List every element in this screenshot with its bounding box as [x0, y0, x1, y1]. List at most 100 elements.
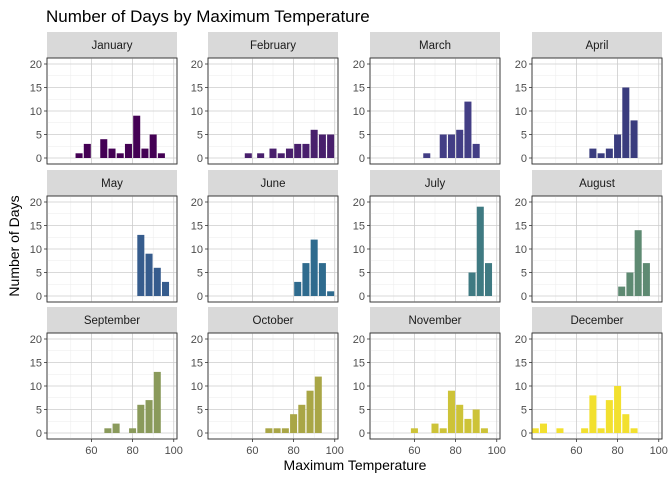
histogram-bar: [302, 263, 310, 296]
histogram-bar: [124, 143, 132, 158]
y-tick-label: 10: [515, 106, 527, 118]
histogram-bar: [439, 134, 447, 158]
facet-panel: July 0 5 10 15 20: [353, 170, 501, 303]
y-tick-label: 5: [359, 130, 365, 142]
histogram-bar: [410, 428, 418, 433]
facet-strip: [208, 307, 338, 333]
y-tick-label: 0: [197, 291, 203, 303]
histogram-bar: [285, 148, 293, 158]
y-tick-label: 15: [515, 83, 527, 95]
histogram-bar: [630, 120, 638, 158]
histogram-bar: [129, 428, 137, 433]
histogram-bar: [642, 263, 650, 296]
histogram-bar: [116, 153, 124, 158]
histogram-bar: [269, 148, 277, 158]
histogram-bar: [75, 153, 83, 158]
facet-panel: November 0 5 10 15 20 60 80 100: [353, 307, 506, 457]
facet-panel: May 0 5 10 15 20: [30, 170, 178, 303]
y-tick-label: 20: [353, 197, 365, 209]
facet-strip: [208, 32, 338, 58]
facet-panel: August 0 5 10 15 20: [515, 170, 663, 303]
histogram-bar: [104, 428, 112, 433]
y-tick-label: 0: [521, 153, 527, 165]
y-tick-label: 5: [197, 405, 203, 417]
histogram-bar: [310, 129, 318, 158]
facet-strip-label: January: [92, 40, 133, 52]
x-tick-label: 80: [611, 445, 623, 457]
y-tick-label: 15: [515, 221, 527, 233]
y-tick-label: 20: [353, 334, 365, 346]
histogram-bar: [137, 234, 145, 296]
facet-panel: December 0 5 10 15 20 60 80 100: [515, 307, 668, 457]
facet-strip-label: March: [419, 40, 451, 52]
histogram-bar: [614, 134, 622, 158]
y-axis-label: Number of Days: [6, 195, 22, 296]
histogram-bar: [306, 390, 314, 433]
facet-strip: [47, 307, 177, 333]
y-tick-label: 0: [36, 153, 42, 165]
facet-strip: [370, 170, 500, 196]
y-tick-label: 0: [359, 291, 365, 303]
y-tick-label: 15: [353, 358, 365, 370]
x-tick-label: 60: [408, 445, 420, 457]
histogram-bar: [298, 404, 306, 433]
x-tick-label: 60: [246, 445, 258, 457]
facet-strip-label: December: [570, 315, 623, 327]
y-tick-label: 20: [30, 334, 42, 346]
x-tick-label: 80: [126, 445, 138, 457]
histogram-bar: [539, 423, 547, 433]
y-tick-label: 15: [191, 83, 203, 95]
facet-strip: [47, 32, 177, 58]
histogram-bar: [630, 428, 638, 433]
y-tick-label: 10: [191, 244, 203, 256]
facet-strip-label: June: [261, 178, 286, 190]
facet-strip-label: July: [425, 178, 446, 190]
y-tick-label: 0: [359, 153, 365, 165]
histogram-bar: [476, 206, 484, 296]
histogram-bar: [265, 428, 273, 433]
y-tick-label: 10: [353, 106, 365, 118]
y-tick-label: 20: [191, 59, 203, 71]
y-tick-label: 20: [515, 334, 527, 346]
histogram-bar: [257, 153, 265, 158]
histogram-bar: [141, 148, 149, 158]
facet-strip: [370, 307, 500, 333]
histogram-bar: [468, 272, 476, 296]
histogram-bar: [626, 272, 634, 296]
facet-strip-label: April: [585, 40, 608, 52]
histogram-bar: [149, 134, 157, 158]
histogram-bar: [153, 267, 161, 296]
y-tick-label: 20: [30, 59, 42, 71]
histogram-bar: [327, 134, 335, 158]
y-tick-label: 20: [30, 197, 42, 209]
y-tick-label: 0: [197, 428, 203, 440]
histogram-bar: [277, 153, 285, 158]
histogram-bar: [153, 371, 161, 433]
histogram-bar: [439, 428, 447, 433]
facet-strip: [208, 170, 338, 196]
histogram-bar: [423, 153, 431, 158]
histogram-bar: [480, 428, 488, 433]
facet-strip: [532, 32, 662, 58]
histogram-bar: [302, 143, 310, 158]
x-tick-label: 80: [287, 445, 299, 457]
y-tick-label: 15: [191, 221, 203, 233]
y-tick-label: 5: [197, 130, 203, 142]
histogram-bar: [597, 428, 605, 433]
histogram-bar: [531, 428, 539, 433]
y-tick-label: 0: [36, 291, 42, 303]
histogram-bar: [605, 148, 613, 158]
histogram-bar: [83, 143, 91, 158]
y-tick-label: 20: [515, 197, 527, 209]
histogram-bar: [618, 286, 626, 296]
x-tick-label: 60: [570, 445, 582, 457]
x-tick-label: 100: [326, 445, 344, 457]
histogram-bar: [294, 143, 302, 158]
histogram-bar: [581, 428, 589, 433]
y-tick-label: 20: [191, 334, 203, 346]
histogram-bar: [137, 404, 145, 433]
facet-strip-label: February: [250, 40, 296, 52]
y-tick-label: 5: [359, 268, 365, 280]
histogram-bar: [273, 428, 281, 433]
